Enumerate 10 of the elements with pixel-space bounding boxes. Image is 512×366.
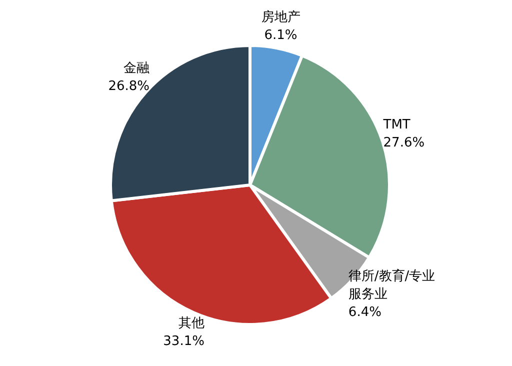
slice-label: 金融 <box>124 60 150 76</box>
data-label: 6.4% <box>348 305 382 320</box>
data-label: 6.1% <box>264 28 298 43</box>
slice-label: 其他 <box>178 316 204 331</box>
slice-label: TMT <box>382 118 410 133</box>
slice-label: 房地产 <box>261 8 300 25</box>
data-label: 27.6% <box>383 136 425 151</box>
slice-label: 律所/教育/专业服务业 <box>348 268 436 302</box>
data-label: 33.1% <box>163 334 204 349</box>
data-label: 26.8% <box>108 78 150 94</box>
